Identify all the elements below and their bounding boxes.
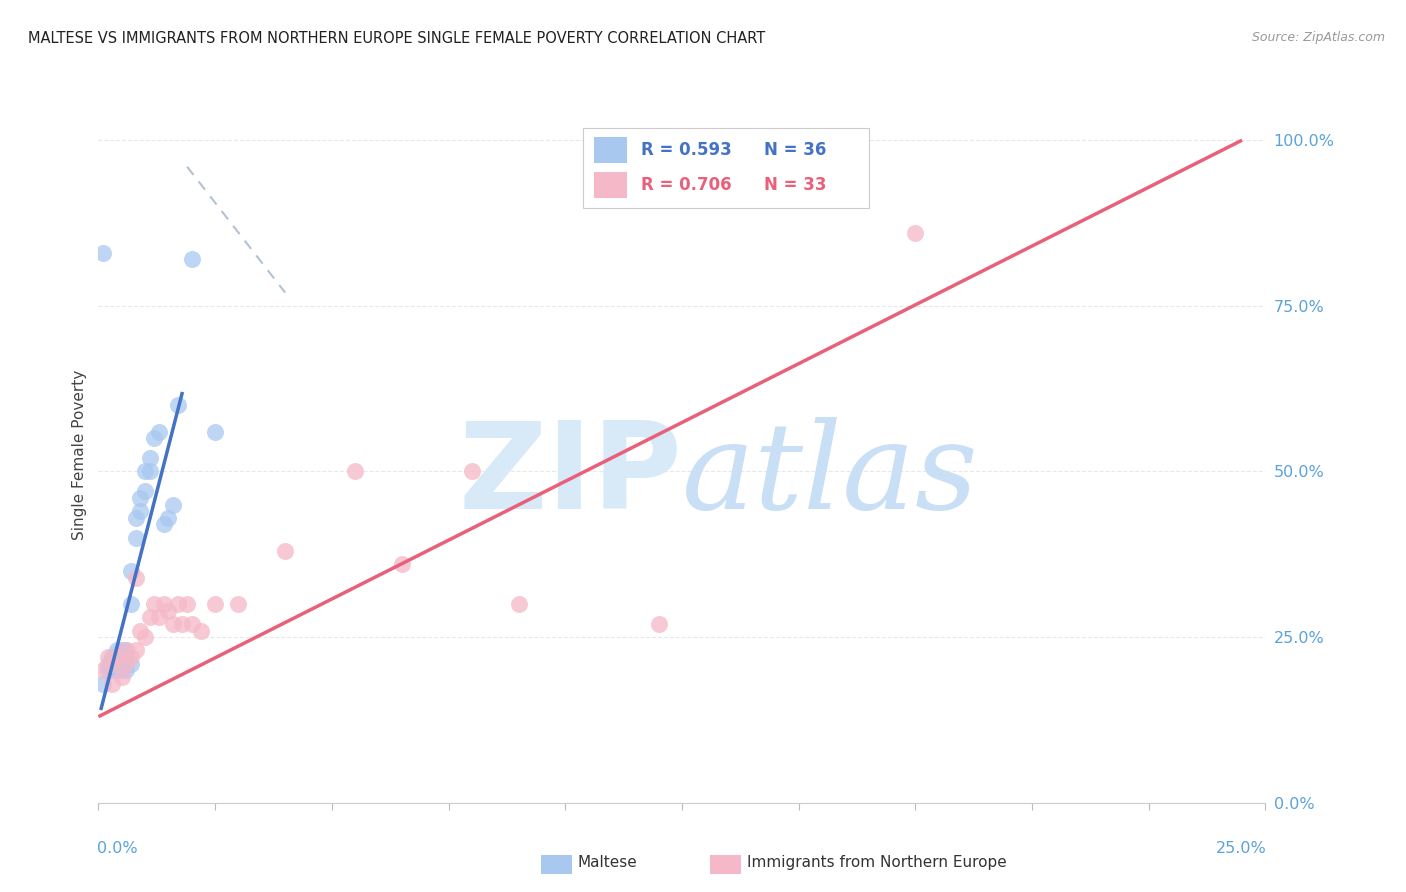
Point xyxy=(134,484,156,499)
Text: 0.0%: 0.0% xyxy=(97,841,138,856)
Point xyxy=(152,517,174,532)
Point xyxy=(143,431,166,445)
Point xyxy=(647,616,669,631)
Text: Source: ZipAtlas.com: Source: ZipAtlas.com xyxy=(1251,31,1385,45)
Text: Maltese: Maltese xyxy=(578,855,637,870)
Point xyxy=(111,670,134,684)
Point xyxy=(97,663,120,677)
Point xyxy=(134,630,156,644)
Point xyxy=(97,650,120,665)
Point xyxy=(508,597,530,611)
FancyBboxPatch shape xyxy=(582,128,869,208)
Point xyxy=(148,610,170,624)
Point xyxy=(125,531,148,545)
Text: MALTESE VS IMMIGRANTS FROM NORTHERN EUROPE SINGLE FEMALE POVERTY CORRELATION CHA: MALTESE VS IMMIGRANTS FROM NORTHERN EURO… xyxy=(28,31,765,46)
Point xyxy=(125,570,148,584)
Point xyxy=(101,650,124,665)
Point xyxy=(391,558,413,572)
Y-axis label: Single Female Poverty: Single Female Poverty xyxy=(72,370,87,540)
Point xyxy=(461,465,484,479)
Point xyxy=(152,597,174,611)
Point xyxy=(172,616,194,631)
Point xyxy=(115,663,138,677)
Point xyxy=(129,491,152,505)
Text: N = 33: N = 33 xyxy=(763,176,827,194)
Point xyxy=(111,643,134,657)
Point xyxy=(105,650,128,665)
Point xyxy=(344,465,367,479)
Point xyxy=(115,643,138,657)
Point xyxy=(125,643,148,657)
Point xyxy=(91,663,114,677)
Point xyxy=(101,657,124,671)
Point xyxy=(139,451,162,466)
Point xyxy=(115,657,138,671)
FancyBboxPatch shape xyxy=(595,137,627,163)
Point xyxy=(101,676,124,690)
Point xyxy=(111,650,134,665)
Point xyxy=(129,504,152,518)
Point xyxy=(180,616,202,631)
Point xyxy=(143,597,166,611)
Point xyxy=(120,564,142,578)
Point xyxy=(115,650,138,665)
Point xyxy=(176,597,198,611)
Point xyxy=(129,624,152,638)
Point xyxy=(105,663,128,677)
Point xyxy=(101,657,124,671)
FancyBboxPatch shape xyxy=(595,172,627,198)
Point xyxy=(97,657,120,671)
Point xyxy=(157,511,180,525)
Point xyxy=(148,425,170,439)
Text: ZIP: ZIP xyxy=(458,417,682,534)
Point xyxy=(904,226,927,240)
Point xyxy=(162,616,184,631)
Point xyxy=(91,676,114,690)
Point xyxy=(139,610,162,624)
Point xyxy=(274,544,297,558)
Point xyxy=(105,643,128,657)
Point xyxy=(204,597,226,611)
Point xyxy=(162,498,184,512)
Point xyxy=(91,245,114,260)
Point xyxy=(204,425,226,439)
Point xyxy=(180,252,202,267)
Point xyxy=(111,663,134,677)
Point xyxy=(111,657,134,671)
Point xyxy=(139,465,162,479)
Point xyxy=(166,398,188,412)
Text: 25.0%: 25.0% xyxy=(1216,841,1267,856)
Point xyxy=(134,465,156,479)
Point xyxy=(120,597,142,611)
Text: R = 0.706: R = 0.706 xyxy=(641,176,731,194)
Text: Immigrants from Northern Europe: Immigrants from Northern Europe xyxy=(747,855,1007,870)
Point xyxy=(101,663,124,677)
Point xyxy=(157,604,180,618)
Text: R = 0.593: R = 0.593 xyxy=(641,141,731,159)
Text: atlas: atlas xyxy=(682,417,979,534)
Text: N = 36: N = 36 xyxy=(763,141,825,159)
Point xyxy=(120,650,142,665)
Point xyxy=(115,643,138,657)
Point xyxy=(125,511,148,525)
Point xyxy=(190,624,212,638)
Point xyxy=(120,657,142,671)
Point xyxy=(166,597,188,611)
Point xyxy=(228,597,250,611)
Point xyxy=(105,650,128,665)
